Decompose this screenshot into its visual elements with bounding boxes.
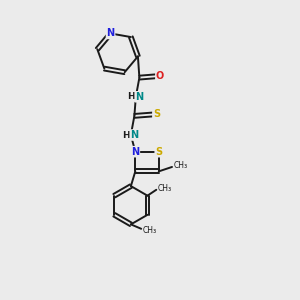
Text: N: N	[135, 92, 143, 102]
Text: N: N	[106, 28, 115, 38]
Text: N: N	[131, 147, 140, 157]
Text: CH₃: CH₃	[143, 226, 157, 235]
Text: CH₃: CH₃	[158, 184, 172, 193]
Text: S: S	[155, 147, 162, 157]
Text: H: H	[122, 130, 129, 140]
Text: H: H	[127, 92, 134, 101]
Text: CH₃: CH₃	[173, 161, 188, 170]
Text: S: S	[153, 110, 160, 119]
Text: N: N	[130, 130, 138, 140]
Text: O: O	[156, 71, 164, 81]
